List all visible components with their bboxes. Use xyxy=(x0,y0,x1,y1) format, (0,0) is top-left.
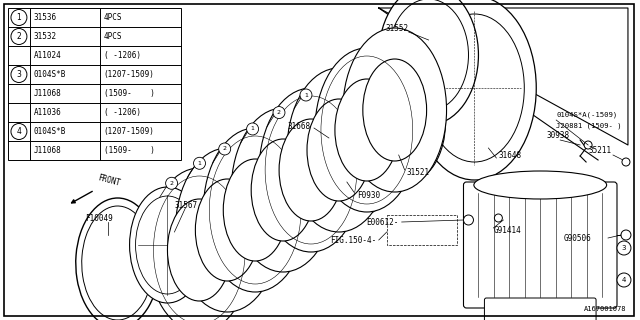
Circle shape xyxy=(584,141,592,149)
Text: J20881 (1509- ): J20881 (1509- ) xyxy=(556,123,622,129)
Text: (1509-    ): (1509- ) xyxy=(104,146,154,155)
Ellipse shape xyxy=(287,68,391,232)
Ellipse shape xyxy=(307,99,371,201)
Text: 31567: 31567 xyxy=(175,201,198,210)
Ellipse shape xyxy=(251,139,315,241)
Text: (1509-    ): (1509- ) xyxy=(104,89,154,98)
Ellipse shape xyxy=(204,128,307,292)
Text: 0104S*B: 0104S*B xyxy=(34,127,67,136)
Text: FRONT: FRONT xyxy=(97,173,122,188)
Text: 2: 2 xyxy=(17,32,21,41)
Text: 30938: 30938 xyxy=(546,131,570,140)
Ellipse shape xyxy=(231,108,335,272)
Circle shape xyxy=(11,10,27,26)
Text: J11068: J11068 xyxy=(34,146,61,155)
Ellipse shape xyxy=(335,79,399,181)
Circle shape xyxy=(166,177,177,189)
Text: J11068: J11068 xyxy=(34,89,61,98)
Ellipse shape xyxy=(168,199,231,301)
Ellipse shape xyxy=(175,148,279,312)
Ellipse shape xyxy=(315,48,419,212)
Text: ( -1206): ( -1206) xyxy=(104,51,141,60)
Text: A11036: A11036 xyxy=(34,108,61,117)
Ellipse shape xyxy=(379,0,479,125)
Text: 31532: 31532 xyxy=(34,32,57,41)
Ellipse shape xyxy=(259,88,363,252)
Text: E00612-: E00612- xyxy=(366,218,399,227)
Circle shape xyxy=(273,107,285,118)
Circle shape xyxy=(11,28,27,44)
Text: 4PCS: 4PCS xyxy=(104,32,122,41)
Circle shape xyxy=(622,158,630,166)
Circle shape xyxy=(463,215,474,225)
Ellipse shape xyxy=(388,0,468,111)
Ellipse shape xyxy=(413,0,536,180)
Text: 2: 2 xyxy=(223,147,227,151)
Ellipse shape xyxy=(317,80,401,216)
Text: 0104S*B: 0104S*B xyxy=(34,70,67,79)
Text: (1207-1509): (1207-1509) xyxy=(104,70,154,79)
Text: 4PCS: 4PCS xyxy=(104,13,122,22)
Ellipse shape xyxy=(148,168,251,320)
Text: 35211: 35211 xyxy=(588,146,611,155)
Text: G90506: G90506 xyxy=(563,234,591,243)
Text: 0104S*A(-1509): 0104S*A(-1509) xyxy=(556,112,618,118)
Ellipse shape xyxy=(136,196,199,294)
Circle shape xyxy=(617,273,631,287)
Text: 31521: 31521 xyxy=(406,167,430,177)
Ellipse shape xyxy=(325,92,393,204)
Text: 1: 1 xyxy=(304,92,308,98)
FancyBboxPatch shape xyxy=(484,298,596,320)
Circle shape xyxy=(494,214,502,222)
FancyBboxPatch shape xyxy=(463,182,617,308)
Bar xyxy=(8,8,181,160)
Text: 1: 1 xyxy=(17,13,21,22)
Text: 31648: 31648 xyxy=(499,150,522,159)
Ellipse shape xyxy=(223,159,287,261)
Text: 1: 1 xyxy=(251,126,255,132)
Text: G91414: G91414 xyxy=(493,226,521,235)
Text: 31668: 31668 xyxy=(288,122,311,131)
Ellipse shape xyxy=(363,59,427,161)
Text: 4: 4 xyxy=(17,127,21,136)
Ellipse shape xyxy=(474,171,607,199)
Ellipse shape xyxy=(195,179,259,281)
Circle shape xyxy=(621,230,631,240)
Text: 2: 2 xyxy=(277,110,281,115)
Circle shape xyxy=(300,89,312,101)
Text: 2: 2 xyxy=(170,181,173,186)
Text: 1: 1 xyxy=(198,161,202,166)
Circle shape xyxy=(246,123,259,135)
Text: 3: 3 xyxy=(17,70,21,79)
Circle shape xyxy=(617,241,631,255)
Text: (1207-1509): (1207-1509) xyxy=(104,127,154,136)
Ellipse shape xyxy=(424,14,524,162)
Circle shape xyxy=(193,157,205,169)
Text: 31552: 31552 xyxy=(386,23,409,33)
Text: 31536: 31536 xyxy=(34,13,57,22)
Text: FIG.150-4-: FIG.150-4- xyxy=(330,236,377,244)
Bar xyxy=(387,215,456,245)
Text: F0930: F0930 xyxy=(357,190,380,199)
Ellipse shape xyxy=(129,187,205,303)
Text: 3: 3 xyxy=(621,245,626,251)
Text: A167001078: A167001078 xyxy=(584,306,626,312)
Circle shape xyxy=(11,124,27,140)
Circle shape xyxy=(11,67,27,83)
Ellipse shape xyxy=(279,119,343,221)
Text: ( -1206): ( -1206) xyxy=(104,108,141,117)
Text: F10049: F10049 xyxy=(84,213,113,222)
Text: A11024: A11024 xyxy=(34,51,61,60)
Ellipse shape xyxy=(343,28,447,192)
Circle shape xyxy=(219,143,230,155)
Text: 4: 4 xyxy=(622,277,626,283)
